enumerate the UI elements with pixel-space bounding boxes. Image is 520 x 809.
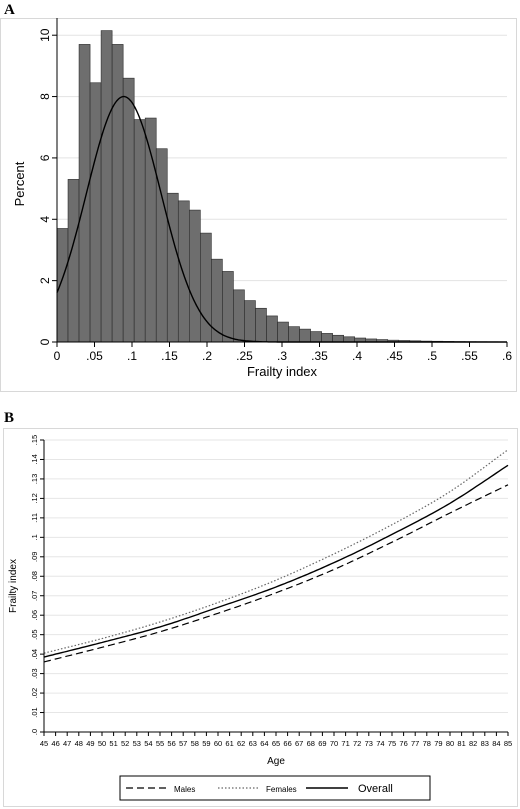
legend-box (119, 775, 431, 801)
x-tick-label: 85 (504, 739, 512, 748)
x-tick-label: 53 (133, 739, 141, 748)
x-tick-label: 56 (167, 739, 175, 748)
panel-a-label: A (4, 2, 15, 18)
x-tick-label: 60 (214, 739, 222, 748)
x-tick-label: 57 (179, 739, 187, 748)
x-tick-label: 75 (388, 739, 396, 748)
y-axis-label-b: Frailty index (8, 559, 19, 613)
y-tick-label: 6 (38, 154, 52, 161)
x-tick-label: 78 (423, 739, 431, 748)
x-tick-label: .2 (202, 349, 212, 363)
x-axis-label-b: Age (267, 756, 285, 767)
x-tick-label: 61 (225, 739, 233, 748)
x-tick-label: 58 (191, 739, 199, 748)
x-tick-label: .4 (352, 349, 362, 363)
y-tick-label: .12 (30, 493, 39, 503)
y-tick-label: 2 (38, 277, 52, 284)
legend-label-females: Females (266, 785, 297, 794)
x-tick-label: 82 (469, 739, 477, 748)
y-tick-label: .03 (30, 668, 39, 678)
x-tick-label: 66 (283, 739, 291, 748)
y-tick-label: 4 (38, 216, 52, 223)
x-tick-label: .6 (502, 349, 512, 363)
x-tick-label: 64 (260, 739, 268, 748)
y-tick-label: .08 (30, 571, 39, 581)
x-tick-label: 70 (330, 739, 338, 748)
x-tick-label: 59 (202, 739, 210, 748)
legend: Males Females Overall (119, 775, 431, 801)
y-tick-label: .15 (30, 435, 39, 445)
x-tick-label: 65 (272, 739, 280, 748)
y-tick-label: .04 (30, 649, 39, 659)
series-line-females (43, 449, 509, 654)
x-tick-label: 71 (341, 739, 349, 748)
series-line-males (43, 484, 509, 663)
y-tick-label: .02 (30, 688, 39, 698)
x-tick-label: 47 (63, 739, 71, 748)
x-tick-label: .55 (461, 349, 478, 363)
x-tick-label: 77 (411, 739, 419, 748)
series-line-overall (43, 464, 509, 658)
y-tick-label: .1 (30, 534, 39, 540)
x-tick-label: .45 (386, 349, 403, 363)
y-tick-label: 10 (38, 28, 52, 42)
x-tick-label: 73 (365, 739, 373, 748)
x-axis-label: Frailty index (247, 364, 318, 379)
x-tick-label: 45 (40, 739, 48, 748)
x-tick-label: .3 (277, 349, 287, 363)
legend-label-males: Males (174, 785, 195, 794)
x-tick-label: .15 (161, 349, 178, 363)
x-tick-label: .05 (86, 349, 103, 363)
x-tick-label: 72 (353, 739, 361, 748)
histogram-chart: 0 2 4 6 8 10 0 .05 .1 .15 .2 .25 .3 .35 .4 .45 .5 .55 .6 F… (0, 18, 517, 392)
x-tick-label: 51 (109, 739, 117, 748)
x-tick-label: 81 (457, 739, 465, 748)
legend-label-overall: Overall (358, 783, 393, 795)
x-tick-label: 54 (144, 739, 152, 748)
x-tick-label: 48 (75, 739, 83, 748)
x-tick-label: 80 (446, 739, 454, 748)
x-tick-label: 84 (492, 739, 500, 748)
x-tick-label: .5 (427, 349, 437, 363)
x-tick-label: 79 (434, 739, 442, 748)
x-tick-label: 52 (121, 739, 129, 748)
y-tick-label: .09 (30, 552, 39, 562)
x-tick-label: 49 (86, 739, 94, 748)
panel-b-frame (3, 428, 518, 807)
x-tick-label: 67 (295, 739, 303, 748)
y-tick-label: .05 (30, 629, 39, 639)
panel-a-frame (0, 18, 517, 392)
y-tick-label: .07 (30, 591, 39, 601)
x-tick-label: 69 (318, 739, 326, 748)
x-tick-label: 50 (98, 739, 106, 748)
x-tick-label: 63 (249, 739, 257, 748)
x-tick-label: 83 (481, 739, 489, 748)
y-tick-label: .14 (30, 454, 39, 464)
x-tick-label: 74 (376, 739, 384, 748)
x-tick-label: .25 (236, 349, 253, 363)
x-tick-label: 55 (156, 739, 164, 748)
x-tick-label: .1 (127, 349, 137, 363)
y-tick-label: .13 (30, 474, 39, 484)
x-tick-label: 0 (54, 349, 61, 363)
x-tick-label: 62 (237, 739, 245, 748)
y-tick-label: .0 (30, 729, 39, 735)
y-tick-label: .01 (30, 707, 39, 717)
y-tick-label: 8 (38, 93, 52, 100)
y-tick-label: .06 (30, 610, 39, 620)
y-tick-label: 0 (38, 338, 52, 345)
y-axis-label: Percent (12, 161, 27, 206)
x-tick-label: 76 (399, 739, 407, 748)
x-tick-label: 46 (51, 739, 59, 748)
x-tick-label: .35 (311, 349, 328, 363)
panel-b-label: B (4, 410, 15, 426)
y-tick-label: .11 (30, 513, 39, 523)
x-tick-label: 68 (307, 739, 315, 748)
